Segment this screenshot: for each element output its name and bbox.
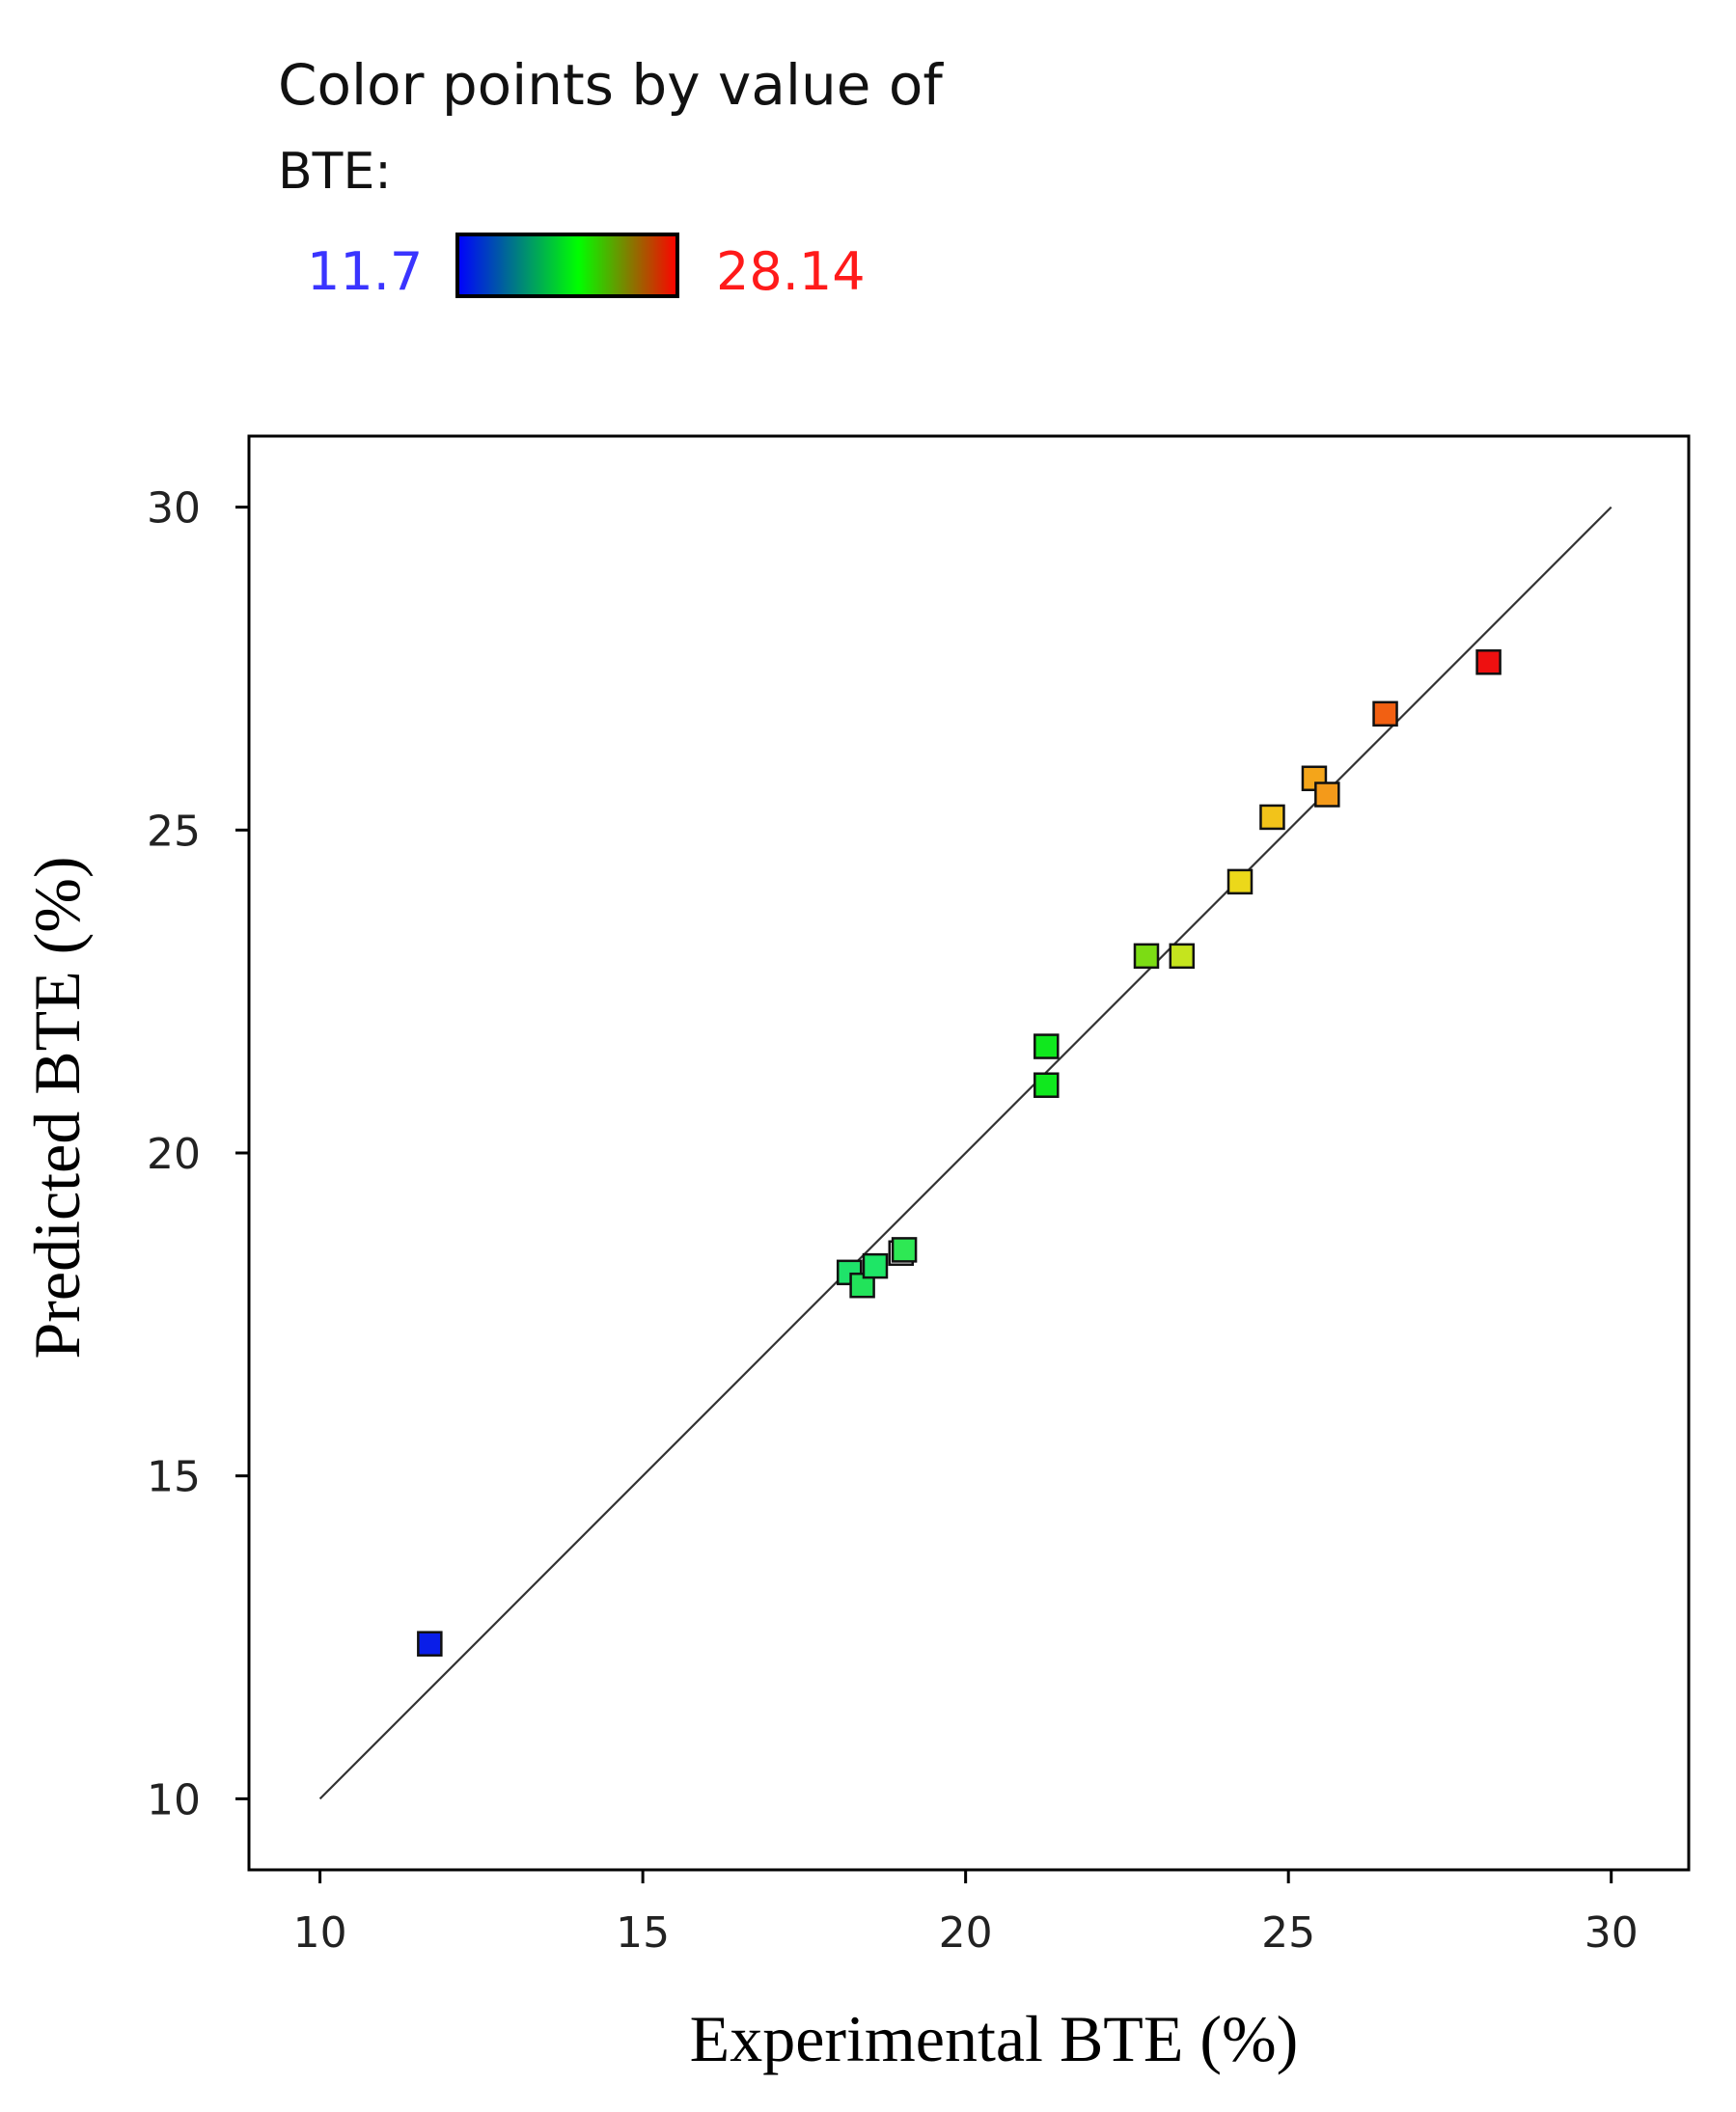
data-point — [1169, 943, 1196, 970]
data-points — [417, 649, 1502, 1657]
x-tick-label: 10 — [293, 1908, 347, 1958]
y-axis: 10 15 20 25 30 — [147, 484, 249, 1824]
x-tick-label: 15 — [616, 1908, 670, 1958]
data-point — [1372, 700, 1398, 727]
data-point — [891, 1237, 918, 1263]
x-tick-label: 25 — [1261, 1908, 1315, 1958]
x-axis: 10 15 20 25 30 — [293, 1870, 1639, 1958]
legend-max-label: 28.14 — [716, 241, 866, 302]
data-point — [836, 1259, 863, 1286]
data-point — [417, 1631, 443, 1657]
data-point — [1033, 1072, 1060, 1098]
legend-min-label: 11.7 — [307, 241, 423, 302]
x-tick-label: 30 — [1584, 1908, 1639, 1958]
y-axis-label: Predicted BTE (%) — [20, 856, 94, 1358]
y-tick-label: 15 — [147, 1453, 201, 1502]
color-legend: Color points by value of BTE: 11.7 28.14 — [278, 52, 944, 302]
data-point — [1133, 943, 1160, 970]
data-point — [1033, 1033, 1060, 1059]
data-point — [1475, 649, 1502, 675]
data-point — [862, 1252, 889, 1279]
y-tick-label: 20 — [147, 1130, 201, 1179]
data-point — [1226, 868, 1254, 895]
x-axis-label: Experimental BTE (%) — [690, 2002, 1299, 2075]
y-tick-label: 25 — [147, 807, 201, 856]
x-tick-label: 20 — [939, 1908, 993, 1958]
y-tick-label: 30 — [147, 484, 201, 534]
legend-title-line2: BTE: — [278, 143, 392, 201]
y-tick-label: 10 — [147, 1775, 201, 1824]
data-point — [1314, 782, 1340, 808]
data-point — [1259, 804, 1285, 831]
legend-gradient-bar — [455, 233, 679, 298]
legend-title-line1: Color points by value of — [278, 52, 944, 118]
